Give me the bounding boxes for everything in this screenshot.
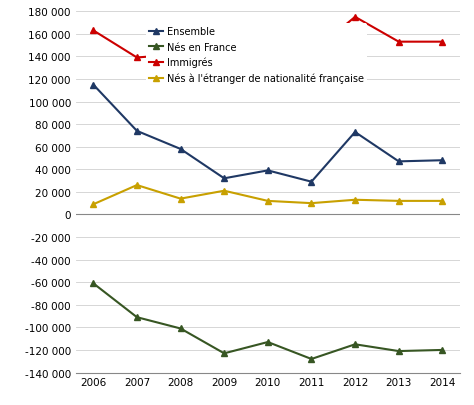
Nés à l'étranger de nationalité française <box>396 199 401 204</box>
Nés à l'étranger de nationalité française <box>91 202 96 207</box>
Immigrés <box>178 53 183 58</box>
Ensemble <box>91 83 96 88</box>
Line: Nés en France: Nés en France <box>90 280 446 362</box>
Immigrés <box>134 56 140 61</box>
Nés en France <box>221 351 227 356</box>
Ensemble <box>134 129 140 134</box>
Ensemble <box>439 158 445 163</box>
Nés en France <box>265 340 271 345</box>
Immigrés <box>309 51 314 56</box>
Nés en France <box>134 315 140 320</box>
Nés à l'étranger de nationalité française <box>439 199 445 204</box>
Immigrés <box>396 40 401 45</box>
Nés en France <box>91 281 96 286</box>
Nés à l'étranger de nationalité française <box>352 198 358 202</box>
Immigrés <box>439 40 445 45</box>
Line: Nés à l'étranger de nationalité française: Nés à l'étranger de nationalité français… <box>90 182 446 208</box>
Line: Ensemble: Ensemble <box>90 82 446 186</box>
Nés en France <box>352 342 358 347</box>
Ensemble <box>221 177 227 181</box>
Ensemble <box>352 130 358 135</box>
Ensemble <box>396 160 401 164</box>
Immigrés <box>221 65 227 70</box>
Ensemble <box>265 168 271 173</box>
Nés à l'étranger de nationalité française <box>265 199 271 204</box>
Nés à l'étranger de nationalité française <box>309 201 314 206</box>
Nés à l'étranger de nationalité française <box>134 183 140 188</box>
Ensemble <box>309 180 314 185</box>
Immigrés <box>265 51 271 56</box>
Immigrés <box>91 29 96 34</box>
Nés en France <box>396 349 401 354</box>
Nés à l'étranger de nationalité française <box>178 197 183 202</box>
Nés en France <box>309 357 314 362</box>
Immigrés <box>352 15 358 20</box>
Line: Immigrés: Immigrés <box>90 14 446 71</box>
Ensemble <box>178 147 183 152</box>
Nés à l'étranger de nationalité française <box>221 189 227 194</box>
Nés en France <box>439 347 445 352</box>
Legend: Ensemble, Nés en France, Immigrés, Nés à l'étranger de nationalité française: Ensemble, Nés en France, Immigrés, Nés à… <box>146 24 367 87</box>
Nés en France <box>178 326 183 331</box>
